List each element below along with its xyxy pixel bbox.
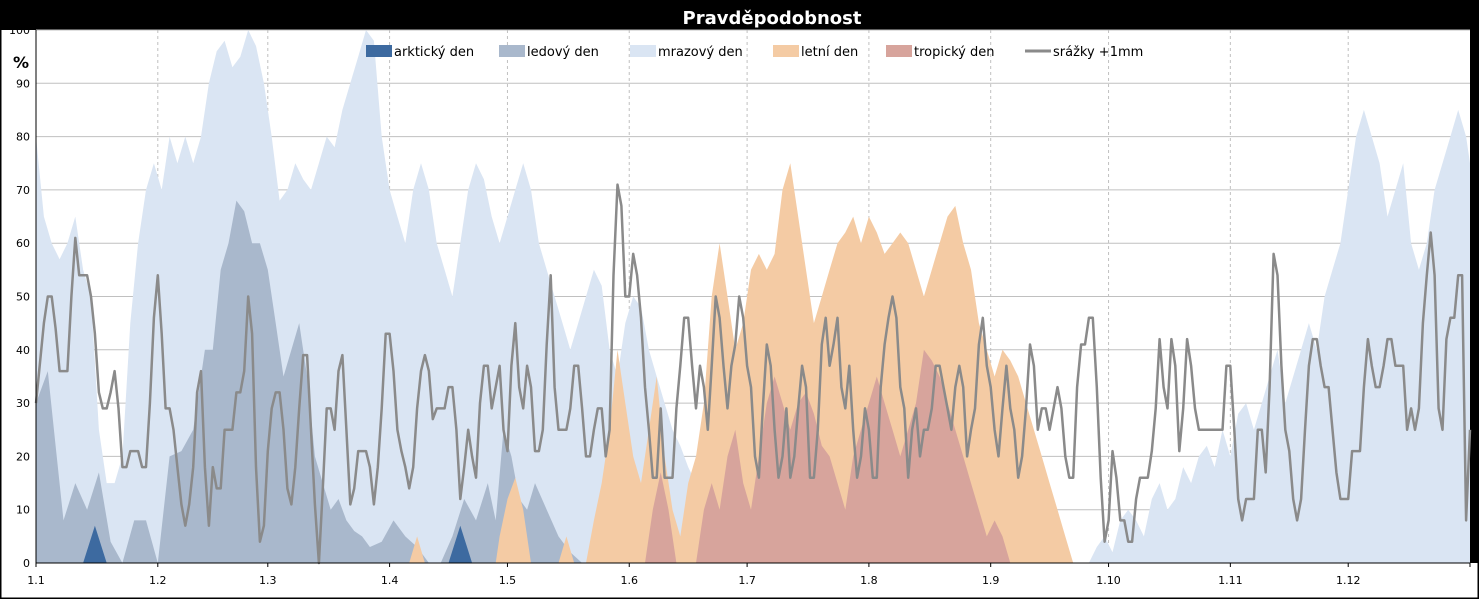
legend-label: srážky +1mm — [1053, 45, 1143, 60]
x-tick-label: 1.1 — [27, 574, 45, 587]
y-tick-label: 0 — [23, 557, 30, 570]
x-tick-label: 1.12 — [1336, 574, 1361, 587]
chart-title: Pravděpodobnost — [683, 8, 862, 29]
y-axis-band — [0, 30, 36, 563]
legend-label: tropický den — [914, 45, 995, 60]
x-tick-label: 1.7 — [738, 574, 756, 587]
y-tick-label: 20 — [16, 450, 30, 463]
area-series-tropicky — [36, 349, 1470, 563]
x-tick-label: 1.10 — [1096, 574, 1121, 587]
legend-swatch — [499, 45, 525, 57]
area-series-ledovy — [36, 200, 1470, 563]
y-tick-label: 50 — [16, 291, 30, 304]
y-tick-label: 100 — [9, 24, 30, 37]
legend-label: arktický den — [394, 45, 474, 60]
x-tick-label: 1.2 — [149, 574, 167, 587]
area-series-mrazovy — [36, 30, 1470, 563]
legend-label: mrazový den — [658, 45, 743, 60]
axis-layer: 0 10 20 30 40 50 60 70 80 90 100 1.1 1.2 1.3 1.4 1.5 1.6… — [9, 24, 1471, 587]
legend-swatch — [886, 45, 912, 57]
area-series-letni — [36, 163, 1470, 564]
y-tick-label: 90 — [16, 77, 30, 90]
y-tick-label: 10 — [16, 504, 30, 517]
line-series-layer — [34, 183, 1472, 565]
y-axis-unit: % — [13, 53, 29, 72]
y-tick-label: 80 — [16, 131, 30, 144]
line-series-srazky — [34, 183, 1472, 565]
x-tick-label: 1.8 — [860, 574, 878, 587]
x-tick-label: 1.5 — [499, 574, 517, 587]
x-tick-label: 1.11 — [1218, 574, 1243, 587]
legend: arktický den ledový den mrazový den letní d… — [366, 45, 1143, 60]
y-tick-label: 30 — [16, 397, 30, 410]
x-tick-label: 1.6 — [620, 574, 638, 587]
legend-label: letní den — [801, 45, 858, 60]
legend-swatch — [366, 45, 392, 57]
x-tick-label: 1.3 — [259, 574, 277, 587]
x-axis-band — [0, 563, 1479, 599]
legend-swatch — [773, 45, 799, 57]
y-tick-label: 60 — [16, 237, 30, 250]
x-tick-label: 1.4 — [381, 574, 399, 587]
y-tick-label: 40 — [16, 344, 30, 357]
legend-swatch — [630, 45, 656, 57]
legend-label: ledový den — [527, 45, 599, 60]
x-tick-label: 1.9 — [982, 574, 1000, 587]
area-series-layer — [36, 30, 1470, 564]
y-tick-label: 70 — [16, 184, 30, 197]
